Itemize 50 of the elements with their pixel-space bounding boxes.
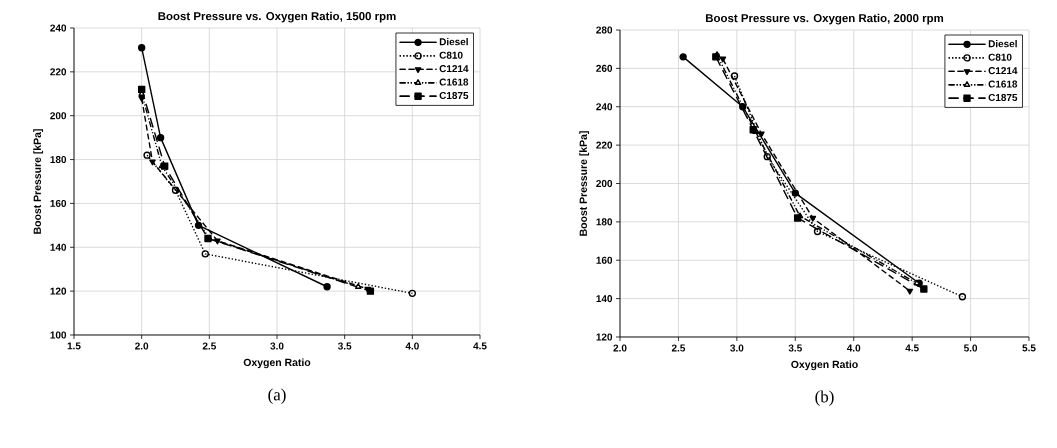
legend-label: C1618 [439,78,469,86]
y-tick-label: 160 [50,199,67,207]
y-axis-title: Boost Pressure [kPa] [579,131,590,236]
y-tick-label: 160 [596,256,613,264]
x-axis-title: Oxygen Ratio [243,358,311,369]
x-tick-label: 2.0 [135,342,149,350]
x-tick-label: 4.5 [473,342,487,350]
y-tick-label: 220 [50,68,67,76]
x-tick-label: 3.5 [788,344,802,352]
legend-label: Diesel [988,39,1017,48]
y-tick-label: 200 [50,112,67,120]
y-tick-label: 180 [50,156,67,164]
legend-label: Diesel [439,37,468,46]
chart-title: Boost Pressure vs. Oxygen Ratio, 1500 rpm [158,11,396,23]
y-tick-label: 140 [596,295,613,303]
legend-label: C1214 [988,67,1018,75]
x-tick-label: 2.0 [613,344,627,352]
x-tick-label: 4.0 [846,344,861,352]
y-tick-label: 180 [596,218,613,226]
legend-label: C1618 [988,80,1018,88]
x-tick-label: 3.0 [730,344,744,352]
y-tick-label: 240 [596,103,613,111]
y-tick-label: 120 [50,287,67,295]
y-tick-label: 280 [596,26,613,34]
x-tick-label: 5.5 [1022,344,1036,352]
x-tick-label: 1.5 [67,342,81,350]
x-tick-label: 3.5 [337,342,352,350]
chart-title: Boost Pressure vs. Oxygen Ratio, 2000 rpm [705,13,944,25]
x-tick-label: 3.0 [270,342,284,350]
y-axis-title: Boost Pressure [kPa] [33,129,44,234]
text: (b) [815,390,834,406]
y-tick-label: 260 [596,64,613,72]
y-tick-label: 240 [50,24,67,32]
y-tick-label: 200 [596,179,613,188]
x-axis-title: Oxygen Ratio [791,360,858,371]
y-tick-label: 140 [50,243,67,251]
y-tick-label: 220 [596,141,613,149]
x-tick-label: 4.0 [405,342,419,350]
legend-label: C1875 [439,91,469,100]
x-tick-label: 5.0 [963,344,978,352]
text: (a) [268,388,286,404]
x-tick-label: 2.5 [202,342,216,350]
y-tick-label: 100 [50,331,67,339]
legend-label: C810 [988,53,1012,61]
legend-label: C810 [439,51,463,59]
x-tick-label: 4.5 [905,344,919,352]
legend-label: C1875 [988,93,1018,102]
x-tick-label: 2.5 [671,344,686,352]
y-tick-label: 120 [596,333,613,341]
legend-label: C1214 [439,65,469,73]
